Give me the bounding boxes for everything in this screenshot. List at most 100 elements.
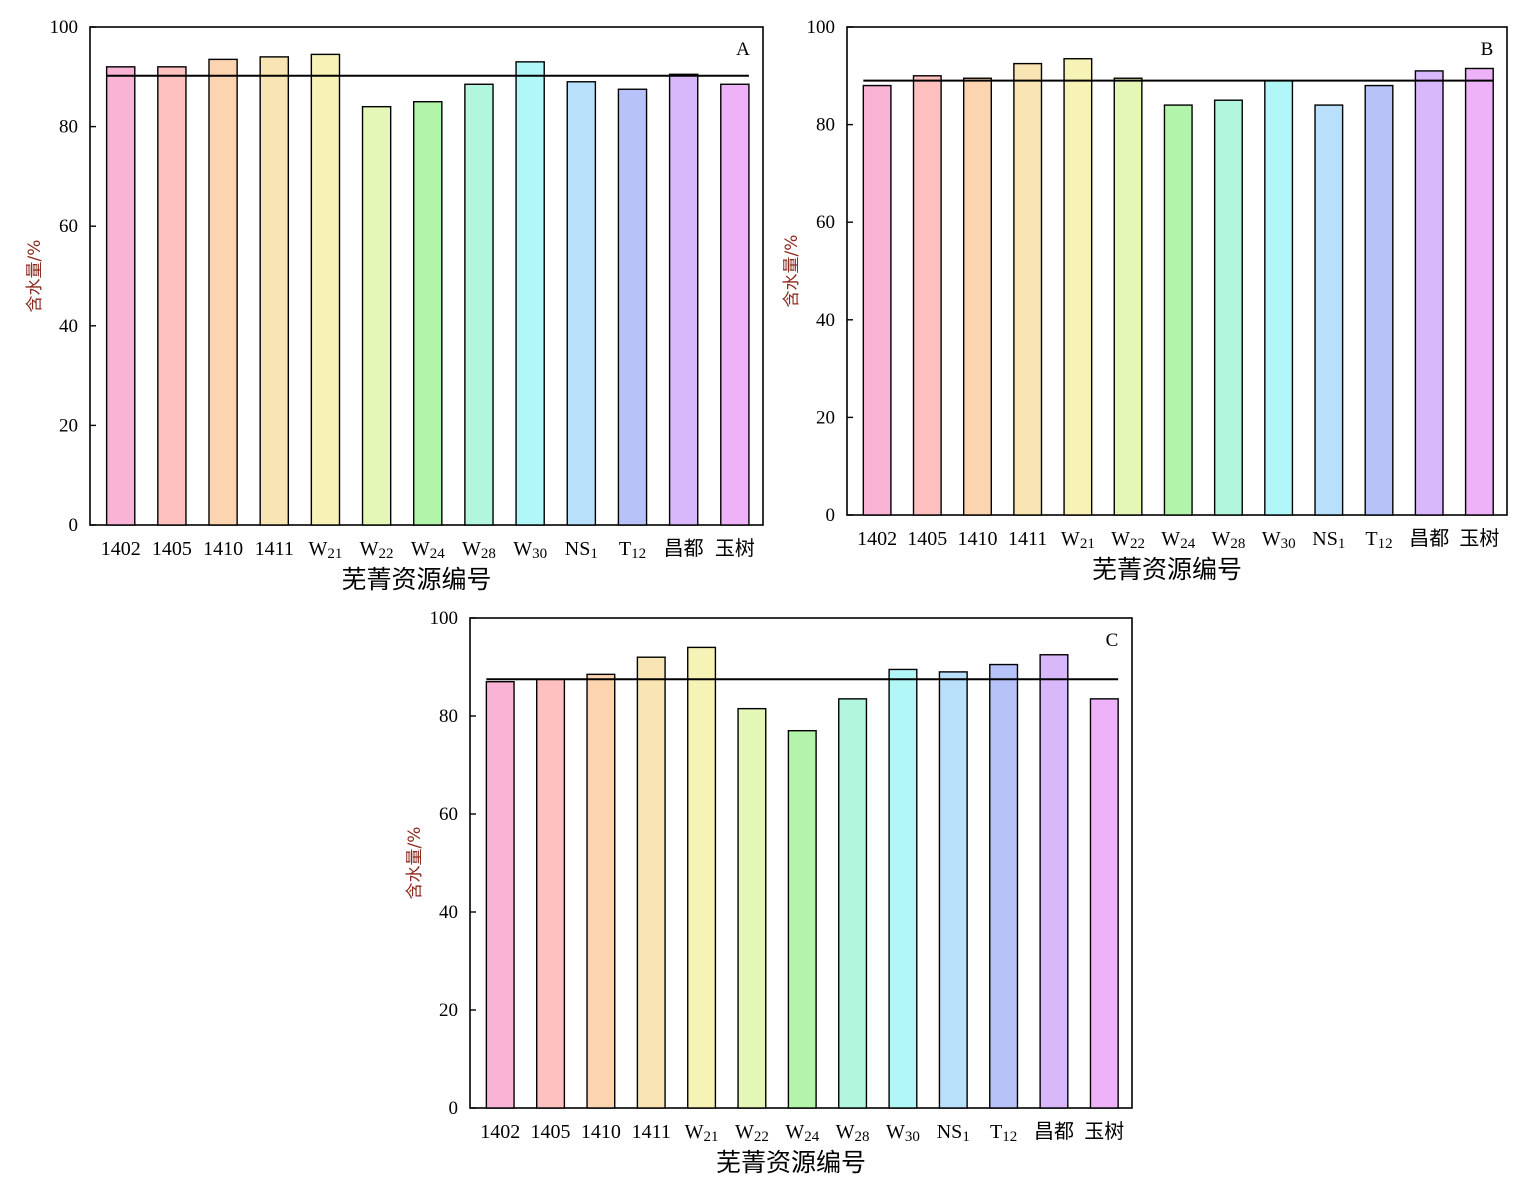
x-tick-label: T12 (1365, 528, 1392, 552)
y-tick-label: 0 (826, 505, 836, 526)
bar-T12 (617, 88, 648, 526)
x-tick-label: W30 (513, 538, 547, 562)
y-tick-label: 40 (439, 902, 458, 923)
y-tick-label: 40 (816, 310, 835, 331)
x-axis-title: 芜菁资源编号 (716, 1148, 866, 1177)
bar-1411 (1013, 62, 1043, 516)
x-tick-label: W28 (836, 1121, 870, 1145)
x-tick-label: 1410 (581, 1121, 621, 1143)
x-tick-label: W22 (1111, 528, 1145, 552)
x-tick-label: 1405 (531, 1121, 571, 1143)
x-tick-label: 玉树 (715, 537, 755, 560)
bar-1410 (208, 58, 238, 526)
x-tick-label: 昌都 (1034, 1120, 1074, 1143)
bar-W30 (1264, 79, 1294, 516)
x-axis-title: 芜菁资源编号 (1092, 555, 1242, 584)
bar-昌都 (1039, 654, 1069, 1109)
x-tick-label: 昌都 (664, 537, 704, 560)
bar-W21 (687, 646, 717, 1109)
x-tick-label: 1402 (857, 528, 897, 550)
bar-1405 (536, 678, 566, 1109)
y-tick-label: 80 (439, 706, 458, 727)
x-tick-label: W22 (735, 1121, 769, 1145)
x-tick-label: W28 (462, 538, 496, 562)
y-tick-label: 100 (50, 17, 79, 38)
bar-NS1 (1314, 104, 1344, 516)
bar-昌都 (668, 73, 699, 526)
bar-W22 (361, 105, 392, 526)
y-axis-title: 含水量/% (782, 235, 802, 308)
x-tick-label: W21 (308, 538, 342, 562)
chart-panel-c: 0 20 40 60 80 100 1402 1405 1410 1411 W21 W22 W24 W28… (405, 608, 1133, 1177)
bar-玉树 (1464, 67, 1494, 516)
panel-label: A (736, 39, 750, 60)
y-tick-label: 80 (816, 115, 835, 136)
panel-label: B (1481, 39, 1494, 60)
bar-1402 (862, 84, 892, 516)
x-tick-label: W21 (1061, 528, 1095, 552)
x-tick-label: 1405 (907, 528, 947, 550)
bar-W22 (737, 707, 767, 1109)
x-tick-label: W21 (685, 1121, 719, 1145)
bar-1402 (105, 66, 136, 526)
bar-1411 (636, 656, 666, 1109)
bar-W28 (838, 698, 868, 1109)
y-tick-label: 20 (439, 1000, 458, 1021)
x-tick-label: 1411 (1008, 528, 1047, 550)
x-tick-label: T12 (619, 538, 646, 562)
x-tick-label: W28 (1211, 528, 1245, 552)
bar-1410 (586, 673, 616, 1109)
x-tick-label: W30 (886, 1121, 920, 1145)
bar-1411 (259, 56, 290, 526)
bar-T12 (989, 663, 1019, 1109)
x-tick-label: 昌都 (1409, 527, 1449, 550)
bar-W30 (515, 61, 545, 526)
bar-W28 (1213, 99, 1243, 516)
y-tick-label: 0 (69, 515, 79, 536)
bar-1410 (962, 77, 992, 516)
y-tick-label: 60 (816, 212, 835, 233)
bar-W30 (888, 668, 918, 1109)
x-tick-label: W24 (785, 1121, 819, 1145)
bar-W28 (464, 83, 494, 526)
x-tick-label: NS1 (1312, 528, 1345, 552)
bar-1405 (157, 66, 187, 526)
bar-玉树 (1089, 698, 1119, 1109)
x-tick-label: 玉树 (1459, 527, 1499, 550)
bar-W21 (310, 53, 341, 526)
x-tick-label: NS1 (565, 538, 598, 562)
x-tick-label: 1402 (480, 1121, 520, 1143)
bar-W24 (1163, 104, 1193, 516)
chart-panel-b: 0 20 40 60 80 100 1402 1405 1410 1411 W21 W22 W24 W28… (782, 17, 1508, 584)
bar-NS1 (938, 671, 968, 1109)
x-tick-label: 1405 (152, 538, 192, 560)
bar-T12 (1364, 84, 1394, 516)
y-tick-label: 0 (449, 1098, 459, 1119)
y-axis-title: 含水量/% (25, 240, 45, 313)
bar-W24 (787, 730, 817, 1109)
x-axis-title: 芜菁资源编号 (341, 565, 491, 594)
x-tick-label: 1411 (632, 1121, 671, 1143)
bar-W24 (413, 100, 443, 526)
x-tick-label: 1410 (203, 538, 243, 560)
bar-W22 (1113, 77, 1143, 516)
x-tick-label: W24 (411, 538, 445, 562)
x-tick-label: 1410 (957, 528, 997, 550)
panel-label: C (1106, 630, 1119, 651)
y-tick-label: 20 (816, 407, 835, 428)
chart-panel-a: 0 20 40 60 80 100 1402 1405 1410 1411 W21 W22 W24 W28… (25, 17, 764, 594)
x-tick-label: W22 (360, 538, 394, 562)
bar-NS1 (566, 81, 597, 526)
y-tick-label: 40 (59, 316, 78, 337)
y-tick-label: 60 (59, 216, 78, 237)
y-tick-label: 100 (430, 608, 459, 629)
x-tick-label: 1402 (101, 538, 141, 560)
bar-玉树 (720, 83, 750, 526)
bar-1402 (485, 681, 515, 1109)
bar-W21 (1063, 58, 1093, 516)
y-tick-label: 60 (439, 804, 458, 825)
bar-昌都 (1414, 70, 1444, 516)
x-tick-label: 1411 (255, 538, 294, 560)
x-tick-label: W24 (1161, 528, 1195, 552)
